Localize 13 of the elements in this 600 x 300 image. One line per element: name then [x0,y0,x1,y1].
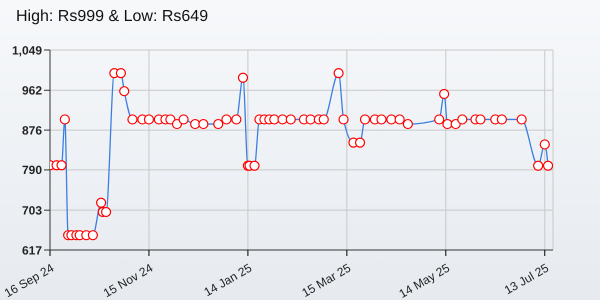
y-tick-label: 962 [22,84,42,98]
x-tick-label: 15 Mar 25 [299,260,354,300]
y-tick-label: 703 [22,203,42,218]
y-tick-label: 1,049 [12,43,42,58]
y-tick-label: 790 [22,163,42,178]
y-tick-label: 876 [22,123,42,138]
x-tick-label: 14 Jan 25 [202,260,254,300]
x-tick-label: 13 Jul 25 [502,260,552,298]
x-tick-label: 15 Nov 24 [100,260,156,300]
y-tick-label: 617 [22,243,42,258]
x-tick-label: 16 Sep 24 [2,260,57,300]
x-tick-label: 14 May 25 [396,260,452,300]
chart-title: High: Rs999 & Low: Rs649 [16,8,208,26]
